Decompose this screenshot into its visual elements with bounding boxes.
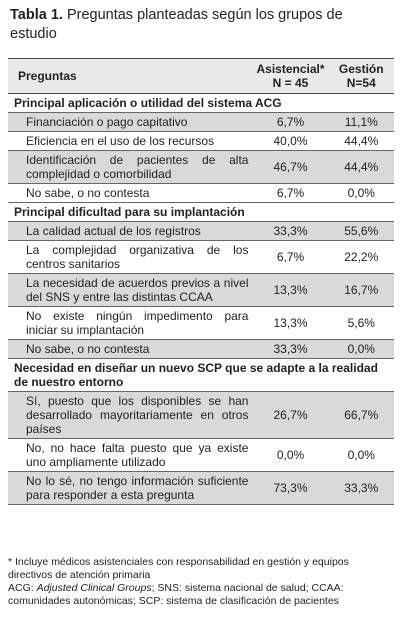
caption: Tabla 1. Preguntas planteadas según los … bbox=[10, 6, 390, 44]
cell-value: 46,7% bbox=[252, 150, 329, 184]
cell-value: 55,6% bbox=[328, 221, 394, 241]
cell-value: 5,6% bbox=[328, 306, 394, 340]
cell-value: 33,3% bbox=[252, 339, 329, 359]
row-label: No lo sé, no tengo información suficient… bbox=[8, 471, 253, 505]
row-label: No, no hace falta puesto que ya existe u… bbox=[8, 438, 253, 472]
data-row: Sí, puesto que los disponibles se han de… bbox=[8, 391, 394, 439]
cell-value: 6,7% bbox=[252, 183, 329, 203]
header-cell: Asistencial* N = 45 bbox=[252, 58, 329, 94]
cell-value: 6,7% bbox=[252, 240, 329, 274]
cell-value: 44,4% bbox=[328, 150, 394, 184]
data-row: No existe ningún impedimento para inicia… bbox=[8, 306, 394, 340]
cell-value: 0,0% bbox=[328, 438, 394, 472]
header-cell: Gestión N=54 bbox=[328, 58, 394, 94]
footnotes: * Incluye médicos asistenciales con resp… bbox=[8, 556, 394, 608]
header-text: Gestión bbox=[338, 62, 384, 76]
cell-value: 13,3% bbox=[252, 306, 329, 340]
cell-value: 11,1% bbox=[328, 112, 394, 132]
footnote-text: ACG: bbox=[8, 582, 37, 594]
cell-value: 66,7% bbox=[328, 391, 394, 439]
cell-value: 6,7% bbox=[252, 112, 329, 132]
section-row: Principal dificultad para su implantació… bbox=[8, 202, 394, 222]
section-title: Necesidad en diseñar un nuevo SCP que se… bbox=[8, 358, 394, 392]
cell-value: 13,3% bbox=[252, 273, 329, 307]
section-row: Necesidad en diseñar un nuevo SCP que se… bbox=[8, 358, 394, 392]
cell-value: 16,7% bbox=[328, 273, 394, 307]
data-row: La necesidad de acuerdos previos a nivel… bbox=[8, 273, 394, 307]
footnote-text: Adjusted Clinical Groups bbox=[36, 582, 152, 594]
table: Preguntas Asistencial* N = 45 Gestión N=54… bbox=[8, 58, 394, 505]
data-row: Financiación o pago capitativo 6,7% 11,1% bbox=[8, 112, 394, 132]
header-text: Asistencial* bbox=[256, 62, 325, 76]
header-text: N = 45 bbox=[272, 76, 309, 90]
row-label: La complejidad organizativa de los centr… bbox=[8, 240, 253, 274]
footnote: * Incluye médicos asistenciales con resp… bbox=[8, 556, 349, 581]
header-cell: Preguntas bbox=[8, 58, 253, 94]
row-label: No existe ningún impedimento para inicia… bbox=[8, 306, 253, 340]
row-label: Identificación de pacientes de alta comp… bbox=[8, 150, 253, 184]
data-row: La complejidad organizativa de los centr… bbox=[8, 240, 394, 274]
cell-value: 0,0% bbox=[328, 183, 394, 203]
footnote: ACG: Adjusted Clinical Groups; SNS: sist… bbox=[8, 582, 394, 608]
header-row: Preguntas Asistencial* N = 45 Gestión N=54 bbox=[8, 58, 394, 94]
cell-value: 0,0% bbox=[252, 438, 329, 472]
row-label: La necesidad de acuerdos previos a nivel… bbox=[8, 273, 253, 307]
caption-text: Preguntas planteadas según los grupos de… bbox=[10, 7, 343, 42]
data-row: Identificación de pacientes de alta comp… bbox=[8, 150, 394, 184]
cell-value: 44,4% bbox=[328, 131, 394, 151]
cell-value: 73,3% bbox=[252, 471, 329, 505]
cell-value: 22,2% bbox=[328, 240, 394, 274]
cell-value: 33,3% bbox=[252, 221, 329, 241]
table-body: Principal aplicación o utilidad del sist… bbox=[8, 93, 394, 505]
cell-value: 33,3% bbox=[328, 471, 394, 505]
footnote-text: ; SNS: sistema nacional de salud; CCAA: … bbox=[8, 582, 344, 607]
row-label: La calidad actual de los registros bbox=[8, 221, 253, 241]
data-row: Eficiencia en el uso de los recursos 40,0… bbox=[8, 131, 394, 151]
data-row: No, no hace falta puesto que ya existe u… bbox=[8, 438, 394, 472]
data-row: No sabe, o no contesta 6,7% 0,0% bbox=[8, 183, 394, 203]
cell-value: 40,0% bbox=[252, 131, 329, 151]
row-label: Eficiencia en el uso de los recursos bbox=[8, 131, 253, 151]
data-row: No lo sé, no tengo información suficient… bbox=[8, 471, 394, 505]
row-label: No sabe, o no contesta bbox=[8, 183, 253, 203]
section-row: Principal aplicación o utilidad del sist… bbox=[8, 93, 394, 113]
cell-value: 0,0% bbox=[328, 339, 394, 359]
row-label: No sabe, o no contesta bbox=[8, 339, 253, 359]
row-label: Financiación o pago capitativo bbox=[8, 112, 253, 132]
data-row: No sabe, o no contesta 33,3% 0,0% bbox=[8, 339, 394, 359]
data-row: La calidad actual de los registros 33,3% 5… bbox=[8, 221, 394, 241]
section-title: Principal dificultad para su implantació… bbox=[8, 202, 394, 222]
section-title: Principal aplicación o utilidad del sist… bbox=[8, 93, 394, 113]
table-header: Preguntas Asistencial* N = 45 Gestión N=54 bbox=[8, 58, 394, 94]
cell-value: 26,7% bbox=[252, 391, 329, 439]
caption-label: Tabla 1. bbox=[10, 7, 63, 23]
row-label: Sí, puesto que los disponibles se han de… bbox=[8, 391, 253, 439]
header-text: N=54 bbox=[346, 76, 376, 90]
